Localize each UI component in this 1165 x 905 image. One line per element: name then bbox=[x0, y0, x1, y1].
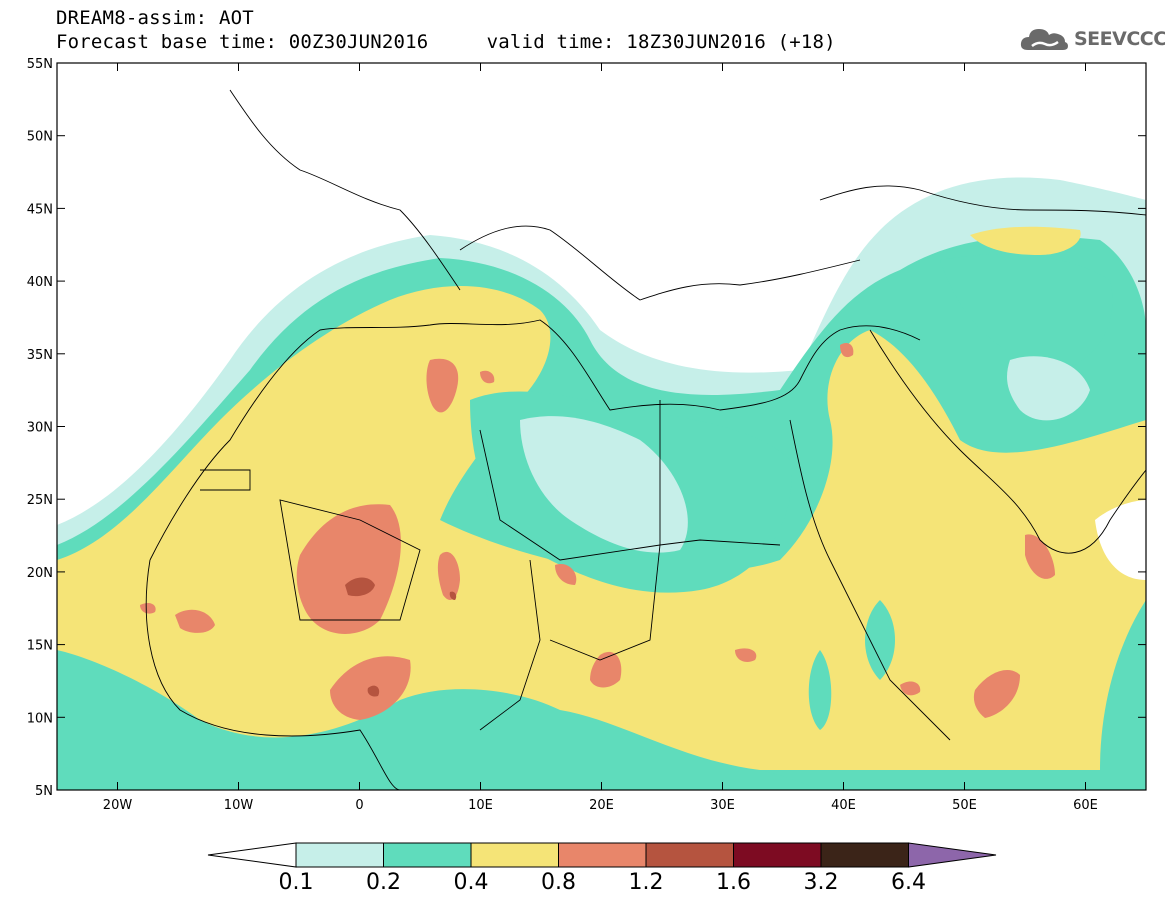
colorbar-label: 0.2 bbox=[366, 870, 401, 895]
lat-tick-label: 50N bbox=[27, 130, 53, 145]
colorbar bbox=[207, 842, 997, 868]
lat-tick-label: 10N bbox=[27, 711, 53, 726]
lat-tick-label: 15N bbox=[27, 639, 53, 654]
lon-tick-label: 20W bbox=[103, 798, 133, 813]
colorbar-segment bbox=[383, 842, 472, 868]
lat-tick-label: 30N bbox=[27, 421, 53, 436]
lon-tick-label: 50E bbox=[952, 798, 977, 813]
colorbar-segment bbox=[645, 842, 734, 868]
lat-tick-label: 35N bbox=[27, 348, 53, 363]
lon-tick-label: 40E bbox=[831, 798, 856, 813]
colorbar-segment bbox=[733, 842, 822, 868]
aot-field bbox=[57, 177, 1146, 790]
lon-tick-label: 0 bbox=[355, 798, 363, 813]
chart-subtitle: Forecast base time: 00Z30JUN2016 valid t… bbox=[56, 31, 836, 53]
logo: SEEVCCC bbox=[1018, 24, 1165, 54]
colorbar-label: 1.6 bbox=[716, 870, 751, 895]
colorbar-segment bbox=[558, 842, 647, 868]
lon-tick-label: 20E bbox=[589, 798, 614, 813]
cloud-icon bbox=[1020, 29, 1068, 50]
lat-tick-label: 55N bbox=[27, 57, 53, 72]
colorbar-segment bbox=[820, 842, 909, 868]
colorbar-segment bbox=[295, 842, 384, 868]
aot-band-1.2 bbox=[345, 577, 375, 597]
chart-title: DREAM8-assim: AOT bbox=[56, 7, 254, 29]
colorbar-label: 0.1 bbox=[278, 870, 314, 895]
colorbar-label: 0.8 bbox=[541, 870, 576, 895]
aot-band-0.8 bbox=[296, 504, 401, 634]
colorbar-arrow-low bbox=[207, 842, 297, 868]
colorbar-label: 6.4 bbox=[891, 870, 926, 895]
lat-tick-label: 45N bbox=[27, 202, 53, 217]
logo-text: SEEVCCC bbox=[1074, 28, 1165, 50]
colorbar-label: 1.2 bbox=[628, 870, 664, 895]
lat-tick-label: 25N bbox=[27, 493, 53, 508]
lon-tick-label: 10W bbox=[224, 798, 254, 813]
axis-ticks: 55N 50N 45N 40N 35N 30N 25N 20N 15N 10N 5N 20W 10W 0 1… bbox=[27, 57, 1146, 813]
colorbar-segment bbox=[470, 842, 559, 868]
lon-tick-label: 60E bbox=[1073, 798, 1098, 813]
colorbar-label: 3.2 bbox=[803, 870, 839, 895]
lon-tick-label: 30E bbox=[710, 798, 735, 813]
lat-tick-label: 40N bbox=[27, 275, 53, 290]
colorbar-label: 0.4 bbox=[453, 870, 489, 895]
lat-tick-label: 20N bbox=[27, 566, 53, 581]
coastlines bbox=[145, 89, 1146, 790]
lat-tick-label: 5N bbox=[35, 784, 53, 799]
colorbar-arrow-high bbox=[908, 842, 997, 868]
lon-tick-label: 10E bbox=[468, 798, 493, 813]
